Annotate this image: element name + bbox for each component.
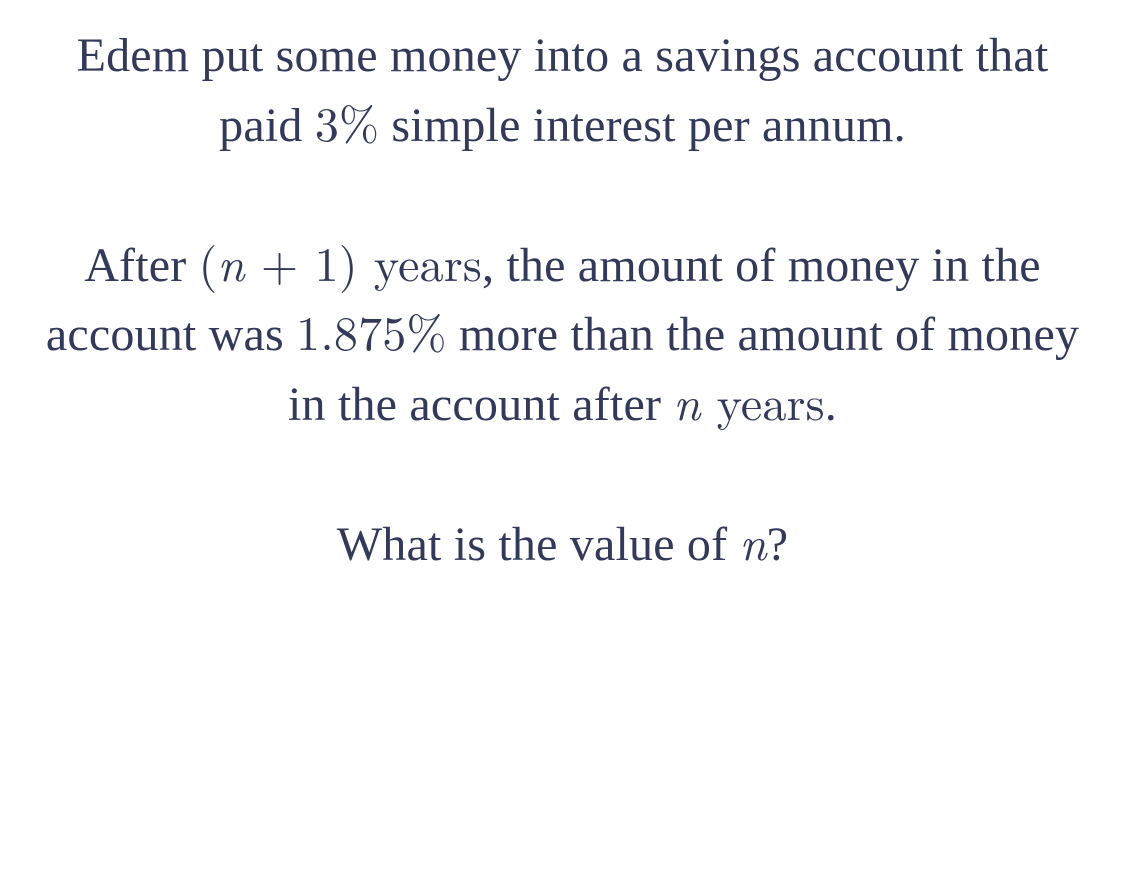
p3-text-1: What is the value of bbox=[337, 518, 740, 571]
p3-var-n: n bbox=[740, 506, 767, 574]
paragraph-2: After (n + 1) years, the amount of money… bbox=[30, 229, 1095, 438]
p2-years-2: years bbox=[701, 366, 825, 434]
p1-rate: 3% bbox=[315, 87, 379, 155]
paragraph-1: Edem put some money into a savings accou… bbox=[30, 24, 1095, 159]
math-problem-container: Edem put some money into a savings accou… bbox=[0, 0, 1125, 890]
p2-expr-close: ) bbox=[339, 227, 358, 295]
p2-text-4: . bbox=[825, 378, 837, 431]
p3-text-2: ? bbox=[767, 518, 789, 571]
p2-pct: 1.875% bbox=[296, 296, 447, 364]
p2-expr-open: ( bbox=[199, 227, 218, 295]
paragraph-3: What is the value of n? bbox=[30, 508, 1095, 578]
p2-expr-var: n bbox=[218, 227, 245, 295]
p2-var-n: n bbox=[673, 366, 700, 434]
p2-years-1: years bbox=[358, 227, 482, 295]
p2-expr-one: 1 bbox=[315, 227, 339, 295]
p2-expr-plus: + bbox=[245, 227, 315, 295]
p1-text-2: simple interest per annum. bbox=[379, 99, 906, 152]
p2-text-1: After bbox=[84, 239, 198, 292]
